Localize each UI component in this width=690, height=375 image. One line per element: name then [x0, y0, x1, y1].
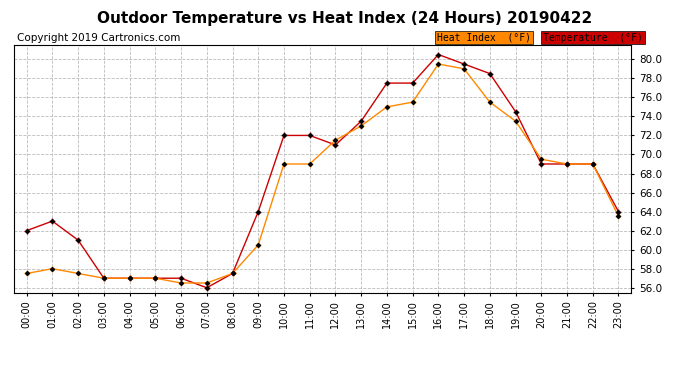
Text: Temperature  (°F): Temperature (°F) [543, 33, 643, 42]
Text: Outdoor Temperature vs Heat Index (24 Hours) 20190422: Outdoor Temperature vs Heat Index (24 Ho… [97, 11, 593, 26]
Text: Heat Index  (°F): Heat Index (°F) [437, 33, 531, 42]
Text: Copyright 2019 Cartronics.com: Copyright 2019 Cartronics.com [17, 33, 180, 42]
